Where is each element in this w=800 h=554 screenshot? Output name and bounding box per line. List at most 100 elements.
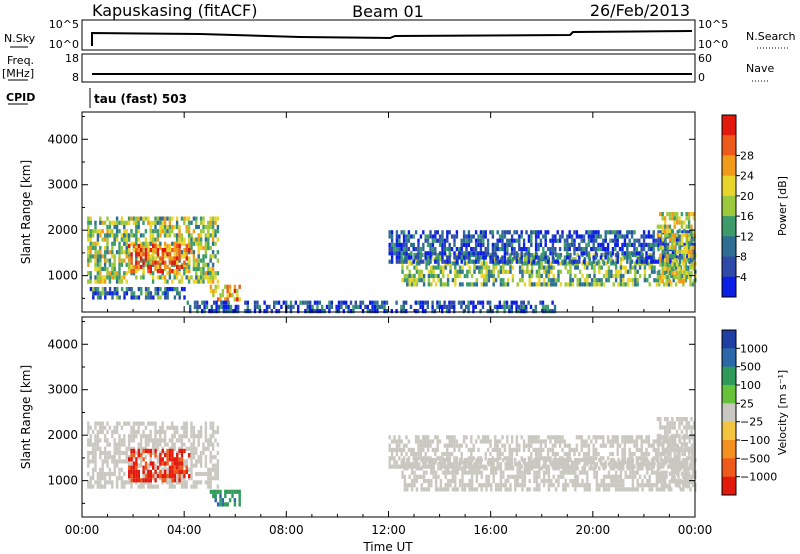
data-cell [144,438,148,443]
data-cell [187,438,191,443]
data-cell [656,224,660,229]
data-cell [494,278,498,283]
data-cell [636,269,639,274]
data-cell [149,474,152,479]
data-cell [178,241,181,246]
data-cell [446,462,450,467]
data-cell [692,433,696,438]
data-cell [674,462,678,467]
data-cell [91,245,95,251]
data-cell [583,265,587,270]
data-cell [178,279,181,284]
data-cell [227,309,230,314]
data-cell [675,233,679,238]
data-cell [673,463,676,468]
data-cell [164,453,167,458]
data-cell [568,447,571,452]
data-cell [616,230,619,235]
data-cell [594,230,598,235]
data-cell [207,271,210,276]
data-cell [87,438,90,443]
data-cell [657,242,660,247]
data-cell [575,443,579,448]
data-cell [586,261,589,266]
data-cell [569,282,572,287]
data-cell [633,439,636,444]
data-cell [563,460,567,465]
data-cell [180,465,184,470]
data-cell [103,258,107,263]
data-cell [173,256,176,261]
data-cell [156,229,160,234]
data-cell [619,273,623,279]
data-cell [159,469,162,474]
data-cell [144,434,148,439]
data-cell [516,282,519,287]
data-cell [599,435,603,440]
data-cell [663,216,667,221]
data-cell [113,262,116,267]
data-cell [450,464,454,469]
data-cell [180,438,184,443]
data-cell [443,304,446,309]
data-cell [685,467,688,472]
data-cell [614,278,618,283]
data-cell [420,466,423,471]
data-cell [527,234,531,239]
data-cell [564,265,567,270]
data-cell [602,238,605,243]
data-cell [478,470,481,475]
data-cell [400,247,403,252]
data-cell [313,309,317,314]
data-cell [101,429,104,435]
data-cell [445,309,449,314]
data-cell [306,300,309,305]
data-cell [604,234,607,239]
data-cell [453,238,456,243]
data-cell [518,234,521,239]
data-cell [127,220,131,225]
data-cell [364,304,367,309]
data-cell [207,442,210,447]
data-cell [610,457,613,463]
data-cell [446,238,449,243]
data-cell [492,269,495,274]
data-cell [175,480,179,485]
data-cell [629,278,632,283]
data-cell [506,247,509,252]
data-cell [444,470,447,475]
data-cell [99,233,102,238]
data-cell [683,433,686,438]
data-cell [180,469,184,474]
data-cell [516,466,519,471]
data-cell [654,242,658,247]
data-cell [199,233,203,238]
data-cell [159,287,162,292]
data-cell [437,466,440,471]
data-cell [209,442,212,447]
data-cell [477,259,480,264]
data-cell [685,421,688,426]
data-cell [89,425,92,430]
data-cell [638,273,642,279]
data-cell [607,487,611,492]
data-cell [663,425,667,430]
data-cell [532,309,535,314]
data-cell [207,471,210,477]
data-cell [668,429,672,434]
data-cell [617,478,620,484]
data-cell [522,447,526,452]
data-cell [522,242,526,247]
data-cell [578,278,582,283]
data-cell [451,474,455,479]
data-cell [87,233,90,238]
data-cell [113,471,116,477]
data-cell [545,269,548,274]
data-cell [96,295,100,300]
data-cell [504,478,507,484]
data-cell [390,259,394,264]
data-cell [265,304,269,309]
data-cell [135,478,138,483]
data-cell [204,480,208,485]
data-cell [166,425,169,430]
